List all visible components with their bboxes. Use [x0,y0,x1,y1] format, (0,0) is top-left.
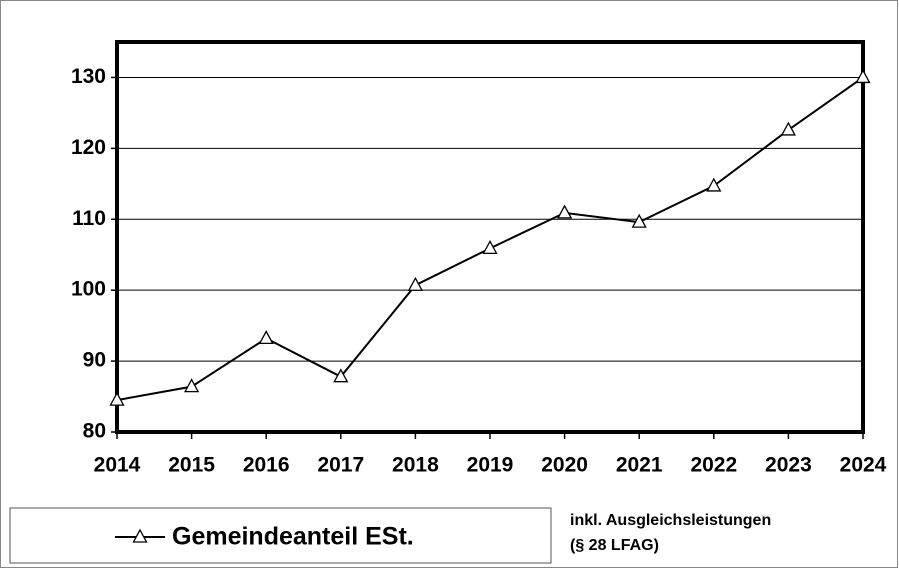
x-tick-label: 2018 [392,454,439,477]
y-tick-label: 80 [83,420,106,443]
marker [482,239,498,254]
x-tick-label: 2020 [541,454,588,477]
marker [780,121,796,136]
x-tick-label: 2016 [243,454,290,477]
x-tick-label: 2021 [616,454,663,477]
x-tick-label: 2014 [94,454,141,477]
marker [407,276,423,291]
marker [631,213,647,228]
annotation: inkl. Ausgleichsleistungen [570,512,771,529]
x-tick-label: 2024 [840,454,887,477]
marker [333,368,349,383]
legend-marker [132,528,148,543]
legend-box [9,507,552,564]
x-tick-label: 2019 [467,454,514,477]
y-tick-label: 120 [71,136,106,159]
x-tick-label: 2015 [168,454,215,477]
y-tick-label: 110 [72,207,106,230]
plot-frame [115,40,865,434]
y-tick-label: 100 [71,278,106,301]
x-tick-label: 2022 [690,454,737,477]
x-tick-label: 2017 [317,454,364,477]
marker [855,69,871,84]
x-tick-label: 2023 [765,454,812,477]
marker [184,378,200,393]
marker [109,391,125,406]
y-tick-label: 90 [83,349,106,372]
annotation: (§ 28 LFAG) [570,537,659,554]
marker [258,330,274,345]
legend-label: Gemeindeanteil ESt. [172,523,414,551]
marker [557,204,573,219]
marker [706,177,722,192]
y-tick-label: 130 [71,65,106,88]
